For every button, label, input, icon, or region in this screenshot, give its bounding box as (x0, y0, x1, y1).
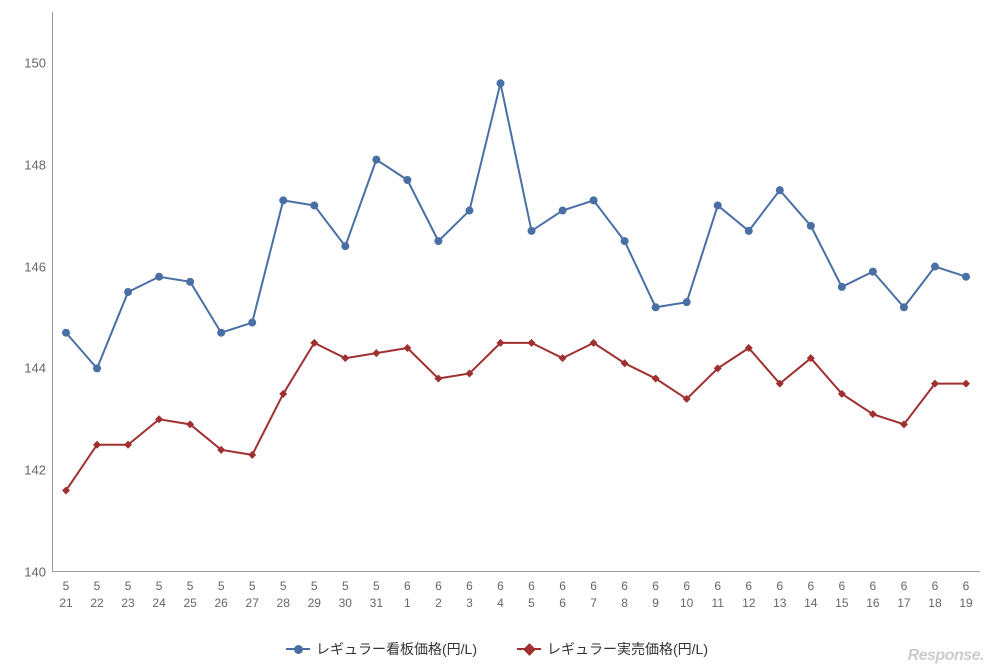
series-marker (155, 273, 163, 281)
series-line (66, 343, 966, 491)
legend-label: レギュラー看板価格(円/L) (316, 639, 477, 659)
series-marker (962, 273, 970, 281)
series-marker (590, 196, 598, 204)
series-marker (372, 156, 380, 164)
y-tick-label: 148 (6, 157, 46, 172)
series-marker (248, 319, 256, 327)
x-tick-label: 5 22 (90, 578, 103, 612)
series-marker (838, 283, 846, 291)
series-marker (683, 298, 691, 306)
x-tick-label: 6 6 (559, 578, 566, 612)
series-marker (186, 278, 194, 286)
x-tick-label: 5 28 (277, 578, 290, 612)
legend-item: レギュラー看板価格(円/L) (286, 639, 477, 659)
x-tick-label: 6 8 (621, 578, 628, 612)
series-marker (869, 268, 877, 276)
series-marker (434, 237, 442, 245)
x-tick-label: 6 10 (680, 578, 693, 612)
series-marker (621, 237, 629, 245)
x-tick-label: 6 4 (497, 578, 504, 612)
x-tick-label: 5 25 (183, 578, 196, 612)
watermark: Response. (908, 647, 984, 665)
legend-marker (517, 645, 541, 654)
y-tick-label: 144 (6, 361, 46, 376)
x-tick-label: 5 31 (370, 578, 383, 612)
series-marker (652, 303, 660, 311)
x-tick-label: 6 9 (652, 578, 659, 612)
x-tick-label: 6 3 (466, 578, 473, 612)
x-tick-label: 6 17 (897, 578, 910, 612)
series-marker (528, 227, 536, 235)
series-marker (900, 303, 908, 311)
x-tick-label: 6 2 (435, 578, 442, 612)
legend-marker (286, 645, 310, 654)
series-marker (341, 354, 349, 362)
series-marker (403, 176, 411, 184)
series-marker (931, 263, 939, 271)
series-marker (559, 354, 567, 362)
x-tick-label: 6 5 (528, 578, 535, 612)
series-marker (341, 242, 349, 250)
legend: レギュラー看板価格(円/L) レギュラー実売価格(円/L) (0, 639, 994, 659)
series-marker (124, 288, 132, 296)
x-tick-label: 6 13 (773, 578, 786, 612)
series-marker (776, 186, 784, 194)
series-line (66, 83, 966, 368)
series-marker (528, 339, 536, 347)
legend-item: レギュラー実売価格(円/L) (517, 639, 708, 659)
series-marker (62, 329, 70, 337)
x-tick-label: 5 29 (308, 578, 321, 612)
series-marker (559, 207, 567, 215)
x-tick-label: 6 19 (959, 578, 972, 612)
series-marker (745, 227, 753, 235)
y-tick-label: 146 (6, 259, 46, 274)
legend-label: レギュラー実売価格(円/L) (547, 639, 708, 659)
series-marker (714, 201, 722, 209)
y-tick-label: 142 (6, 463, 46, 478)
x-tick-label: 5 21 (59, 578, 72, 612)
x-tick-label: 5 23 (121, 578, 134, 612)
x-tick-label: 6 12 (742, 578, 755, 612)
series-marker (962, 380, 970, 388)
series-marker (372, 349, 380, 357)
y-tick-label: 150 (6, 55, 46, 70)
x-tick-label: 6 16 (866, 578, 879, 612)
series-marker (217, 329, 225, 337)
series-marker (93, 364, 101, 372)
series-marker (496, 79, 504, 87)
series-marker (248, 451, 256, 459)
x-tick-label: 6 11 (711, 578, 723, 612)
x-tick-label: 5 30 (339, 578, 352, 612)
x-tick-label: 5 24 (152, 578, 165, 612)
chart-svg (52, 12, 980, 572)
x-tick-label: 6 18 (928, 578, 941, 612)
x-tick-label: 5 26 (214, 578, 227, 612)
series-marker (310, 201, 318, 209)
series-marker (807, 222, 815, 230)
x-tick-label: 5 27 (246, 578, 259, 612)
series-marker (465, 207, 473, 215)
y-tick-label: 140 (6, 565, 46, 580)
chart-container: レギュラー看板価格(円/L) レギュラー実売価格(円/L) Response. 1… (0, 0, 994, 671)
x-tick-label: 6 14 (804, 578, 817, 612)
x-tick-label: 6 1 (404, 578, 411, 612)
x-tick-label: 6 7 (590, 578, 597, 612)
series-marker (279, 196, 287, 204)
x-tick-label: 6 15 (835, 578, 848, 612)
